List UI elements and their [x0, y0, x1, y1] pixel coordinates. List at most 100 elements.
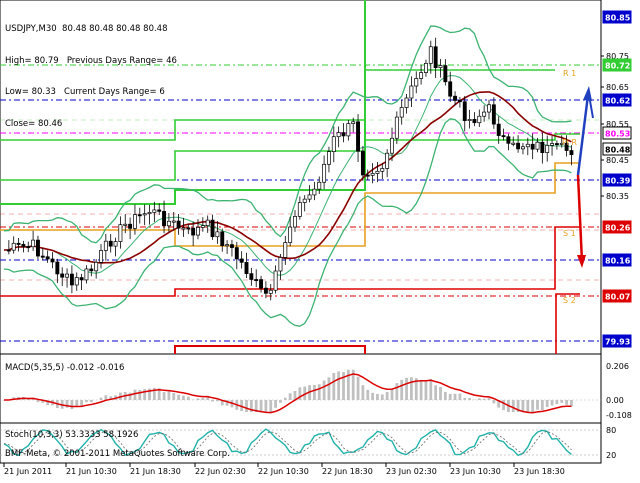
candle-body	[293, 216, 296, 227]
candle-body	[216, 232, 219, 237]
candle-body	[541, 142, 544, 152]
price-label-p8026: 80.26	[605, 224, 631, 233]
macd-histogram-bar	[347, 370, 350, 400]
candle-body	[162, 211, 165, 225]
candle-body	[536, 142, 539, 149]
candle-body	[512, 143, 515, 144]
macd-histogram-bar	[80, 400, 83, 406]
candle-body	[133, 215, 136, 229]
macd-histogram-bar	[129, 393, 132, 400]
high-line: High= 80.79	[5, 56, 59, 66]
candle-body	[138, 215, 141, 216]
price-label-p8007: 80.07	[605, 293, 630, 302]
candle-body	[104, 241, 107, 250]
macd-histogram-bar	[187, 397, 190, 400]
symbol-line: USDJPY,M30 80.48 80.48 80.48 80.48	[5, 24, 168, 34]
candle-body	[361, 151, 364, 175]
macd-histogram-bar	[216, 400, 219, 401]
candle-body	[313, 189, 316, 195]
macd-histogram-bar	[454, 394, 457, 400]
candle-body	[444, 66, 447, 82]
tag-s2: S 2	[563, 296, 576, 305]
macd-histogram-bar	[502, 400, 505, 410]
candle-body	[148, 212, 151, 213]
candle-body	[109, 241, 112, 246]
candle-body	[381, 168, 384, 171]
tag-r1: R 1	[563, 69, 576, 78]
macd-histogram-bar	[429, 379, 432, 400]
candle-body	[463, 102, 466, 121]
candle-body	[429, 47, 432, 64]
macd-histogram-bar	[90, 400, 93, 402]
candle-body	[250, 274, 253, 280]
macd-histogram-bar	[163, 392, 166, 400]
macd-histogram-bar	[381, 394, 384, 400]
macd-histogram-bar	[492, 400, 495, 403]
price-label-p8016: 80.16	[605, 257, 631, 266]
candle-body	[332, 137, 335, 152]
macd-histogram-bar	[546, 400, 549, 407]
candle-body	[80, 278, 83, 280]
candle-body	[27, 247, 30, 248]
candle-body	[284, 243, 287, 258]
candle-body	[158, 210, 161, 211]
macd-histogram-bar	[478, 398, 481, 400]
candle-body	[483, 112, 486, 116]
macd-histogram-bar	[410, 377, 413, 400]
candle-body	[255, 279, 258, 280]
macd-histogram-bar	[371, 393, 374, 400]
macd-histogram-bar	[439, 387, 442, 400]
candle-body	[366, 175, 369, 176]
macd-histogram-bar	[395, 383, 398, 400]
candle-body	[487, 105, 490, 112]
macd-histogram-bar	[449, 394, 452, 400]
chart-info: USDJPY,M30 80.48 80.48 80.48 80.48 High=…	[5, 3, 177, 150]
candle-body	[114, 242, 117, 247]
macd-histogram-bar	[468, 398, 471, 400]
candle-body	[75, 278, 78, 285]
macd-histogram-bar	[104, 395, 107, 400]
macd-histogram-bar	[284, 398, 287, 400]
macd-histogram-bar	[376, 394, 379, 400]
candle-body	[420, 73, 423, 79]
tag-pivot: Pi R	[562, 138, 577, 147]
candle-body	[289, 227, 292, 242]
candle-body	[7, 250, 10, 251]
macd-histogram-bar	[434, 385, 437, 400]
price-axis[interactable]: 80.8580.7580.7280.6580.6280.5580.5380.48…	[601, 11, 631, 347]
macd-histogram-bar	[27, 399, 30, 400]
macd-histogram-bar	[192, 399, 195, 400]
candle-body	[143, 214, 146, 215]
time-label: 21 Jun 10:30	[66, 467, 117, 476]
price-label-p7993: 79.93	[605, 338, 630, 347]
macd-histogram-bar	[85, 400, 88, 402]
candle-body	[434, 47, 437, 68]
macd-histogram-bar	[201, 398, 204, 400]
candle-body	[453, 96, 456, 100]
candle-body	[492, 105, 495, 124]
candle-body	[356, 122, 359, 151]
candle-body	[395, 117, 398, 138]
candle-body	[17, 243, 20, 244]
macd-histogram-bar	[512, 400, 515, 412]
close-line: Close= 80.46	[5, 119, 62, 129]
price-label-p8045: 80.45	[606, 156, 629, 165]
candle-body	[235, 248, 238, 259]
candle-body	[517, 143, 520, 149]
time-label: 22 Jun 02:30	[195, 467, 246, 476]
candle-body	[153, 210, 156, 212]
candle-body	[226, 245, 229, 246]
stoch-tick-20: 20	[606, 451, 616, 460]
macd-histogram-bar	[143, 389, 146, 400]
candle-body	[400, 108, 403, 118]
curr-range-line: Current Days Range= 6	[64, 87, 165, 97]
macd-histogram-bar	[522, 400, 525, 412]
candle-body	[327, 152, 330, 165]
candle-body	[274, 271, 277, 290]
macd-histogram-bar	[279, 400, 282, 403]
macd-histogram-bar	[531, 400, 534, 412]
candle-body	[386, 153, 389, 168]
candle-body	[449, 82, 452, 96]
